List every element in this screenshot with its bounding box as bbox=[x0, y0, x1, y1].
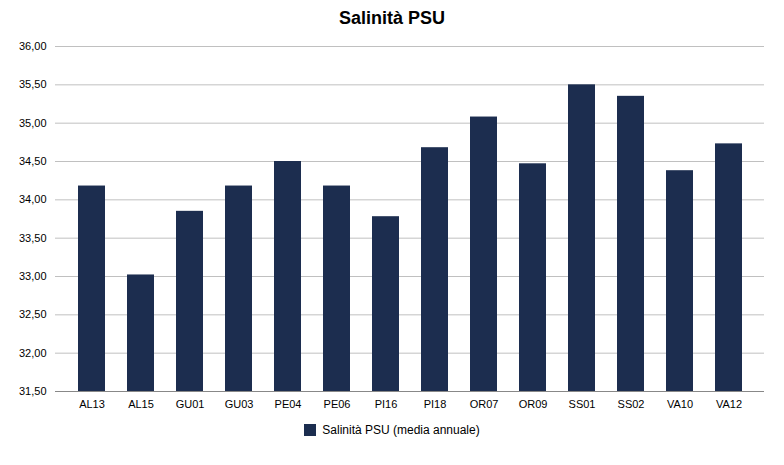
svg-text:PI18: PI18 bbox=[424, 398, 447, 410]
svg-text:PI16: PI16 bbox=[375, 398, 398, 410]
svg-text:GU03: GU03 bbox=[225, 398, 254, 410]
svg-text:32,50: 32,50 bbox=[19, 308, 47, 320]
svg-text:35,00: 35,00 bbox=[19, 117, 47, 129]
svg-text:33,50: 33,50 bbox=[19, 232, 47, 244]
svg-text:VA12: VA12 bbox=[716, 398, 742, 410]
svg-text:GU01: GU01 bbox=[176, 398, 205, 410]
svg-text:OR07: OR07 bbox=[470, 398, 499, 410]
svg-text:OR09: OR09 bbox=[519, 398, 548, 410]
svg-text:31,50: 31,50 bbox=[19, 385, 47, 397]
svg-text:34,50: 34,50 bbox=[19, 155, 47, 167]
svg-text:32,00: 32,00 bbox=[19, 347, 47, 359]
svg-text:PE04: PE04 bbox=[275, 398, 302, 410]
svg-text:SS01: SS01 bbox=[569, 398, 596, 410]
svg-text:33,00: 33,00 bbox=[19, 270, 47, 282]
svg-text:VA10: VA10 bbox=[667, 398, 693, 410]
svg-text:PE06: PE06 bbox=[324, 398, 351, 410]
svg-text:AL13: AL13 bbox=[79, 398, 105, 410]
svg-text:SS02: SS02 bbox=[618, 398, 645, 410]
svg-text:34,00: 34,00 bbox=[19, 193, 47, 205]
html-text:Salinità PSU (media annuale): Salinità PSU (media annuale) bbox=[322, 423, 480, 437]
svg-text:36,00: 36,00 bbox=[19, 40, 47, 52]
svg-text:AL15: AL15 bbox=[128, 398, 154, 410]
svg-text:35,50: 35,50 bbox=[19, 78, 47, 90]
html-text:Salinità PSU: Salinità PSU bbox=[339, 8, 445, 28]
